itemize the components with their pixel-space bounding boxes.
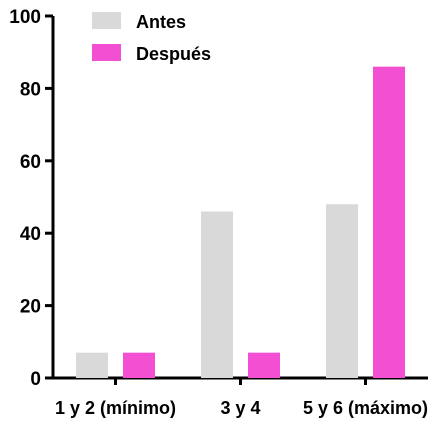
bar-antes bbox=[326, 204, 358, 378]
bar-despues bbox=[123, 352, 155, 378]
x-tick-label: 5 y 6 (máximo) bbox=[303, 398, 428, 418]
bar-despues bbox=[373, 66, 405, 379]
y-tick-label: 60 bbox=[20, 152, 41, 173]
bar-antes bbox=[76, 352, 108, 378]
legend-label-antes: Antes bbox=[136, 12, 186, 32]
x-tick-label: 3 y 4 bbox=[220, 398, 260, 418]
legend: Antes Después bbox=[92, 12, 211, 64]
x-tick-label: 1 y 2 (mínimo) bbox=[55, 398, 176, 418]
plot-area: 0 20 40 60 80 100 1 y 2 (mínimo) 3 y 4 5 y 6 (má… bbox=[9, 7, 428, 418]
legend-swatch-despues bbox=[92, 44, 121, 61]
legend-swatch-antes bbox=[92, 12, 121, 29]
legend-label-despues: Después bbox=[136, 44, 211, 64]
bar-despues bbox=[248, 352, 280, 378]
y-tick-label: 0 bbox=[30, 369, 41, 390]
y-tick-label: 80 bbox=[20, 79, 41, 100]
y-tick-label: 40 bbox=[20, 224, 41, 245]
y-tick-label: 100 bbox=[9, 7, 41, 28]
y-tick-label: 20 bbox=[20, 297, 41, 318]
bar-antes bbox=[201, 211, 233, 378]
